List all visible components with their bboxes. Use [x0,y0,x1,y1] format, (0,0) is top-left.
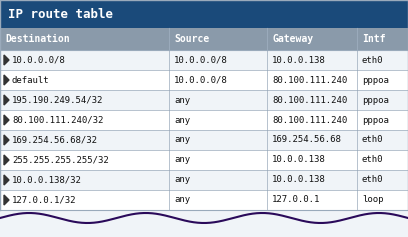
Text: 10.0.0.138/32: 10.0.0.138/32 [12,176,82,184]
Text: 80.100.111.240: 80.100.111.240 [272,115,348,124]
Text: 80.100.111.240: 80.100.111.240 [272,76,348,85]
Bar [0,190,408,210]
Text: 10.0.0.138: 10.0.0.138 [272,155,326,164]
Polygon shape [4,75,9,85]
Text: any: any [174,155,191,164]
Text: 195.190.249.54/32: 195.190.249.54/32 [12,96,103,105]
Text: any: any [174,115,191,124]
Text: Gateway: Gateway [272,34,313,44]
Text: pppoa: pppoa [362,96,389,105]
Bar [0,70,408,90]
Text: pppoa: pppoa [362,115,389,124]
Text: 127.0.0.1/32: 127.0.0.1/32 [12,196,77,205]
Polygon shape [4,135,9,145]
Text: any: any [174,196,191,205]
Bar [0,110,408,130]
Text: 10.0.0.0/8: 10.0.0.0/8 [12,55,66,64]
Text: eth0: eth0 [362,136,384,145]
Bar [0,150,408,170]
Bar [0,50,408,70]
Text: 255.255.255.255/32: 255.255.255.255/32 [12,155,109,164]
Text: 169.254.56.68: 169.254.56.68 [272,136,342,145]
Text: 10.0.0.0/8: 10.0.0.0/8 [174,76,228,85]
Bar [0,170,408,190]
Text: any: any [174,136,191,145]
Polygon shape [4,175,9,185]
Polygon shape [4,55,9,65]
Text: Intf: Intf [362,34,386,44]
Bar [0,90,408,110]
Text: eth0: eth0 [362,155,384,164]
Text: 127.0.0.1: 127.0.0.1 [272,196,321,205]
Text: IP route table: IP route table [8,8,113,20]
Text: eth0: eth0 [362,176,384,184]
Polygon shape [4,155,9,165]
Text: 10.0.0.138: 10.0.0.138 [272,55,326,64]
Text: eth0: eth0 [362,55,384,64]
Text: 10.0.0.0/8: 10.0.0.0/8 [174,55,228,64]
Polygon shape [4,115,9,125]
Bar [0,28,408,50]
Text: Source: Source [174,34,210,44]
Text: pppoa: pppoa [362,76,389,85]
Bar [0,130,408,150]
Text: Destination: Destination [5,34,70,44]
Text: 169.254.56.68/32: 169.254.56.68/32 [12,136,98,145]
Polygon shape [4,195,9,205]
FancyBboxPatch shape [0,0,408,30]
Text: 80.100.111.240: 80.100.111.240 [272,96,348,105]
Text: any: any [174,176,191,184]
Text: 80.100.111.240/32: 80.100.111.240/32 [12,115,103,124]
Text: any: any [174,96,191,105]
Text: 10.0.0.138: 10.0.0.138 [272,176,326,184]
Text: default: default [12,76,50,85]
Text: loop: loop [362,196,384,205]
Polygon shape [4,95,9,105]
